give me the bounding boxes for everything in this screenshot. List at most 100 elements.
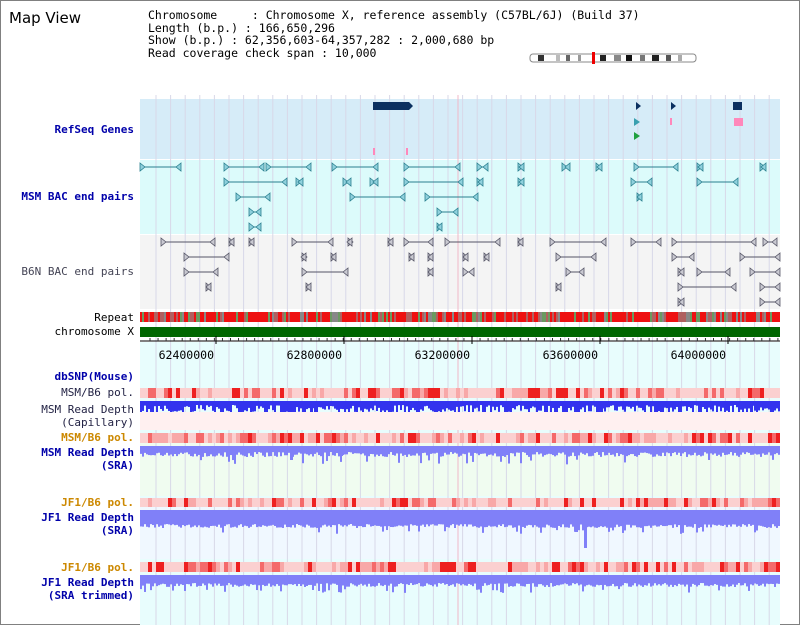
repeat-segment — [262, 312, 264, 322]
pol-cell — [480, 498, 484, 507]
bac-end-marker — [327, 237, 334, 247]
pol-cell — [668, 498, 672, 507]
repeat-segment — [348, 312, 350, 322]
repeat-segment — [310, 312, 312, 322]
repeat-segment — [214, 312, 216, 322]
depth-bar — [542, 575, 544, 586]
depth-bar — [670, 446, 672, 457]
pol-cell — [664, 498, 668, 507]
depth-bar — [732, 575, 734, 585]
bac-end-marker — [732, 177, 739, 187]
depth-bar — [498, 446, 500, 457]
depth-spike — [340, 446, 343, 456]
pol-cell — [616, 433, 620, 443]
repeat-segment — [388, 312, 390, 322]
pol-cell — [360, 433, 364, 443]
depth-bar — [280, 446, 282, 457]
pol-cell — [200, 433, 204, 443]
bac-end-marker — [462, 252, 469, 262]
repeat-segment — [296, 312, 298, 322]
repeat-segment — [186, 312, 188, 322]
pol-cell — [528, 562, 532, 572]
depth-bar — [534, 401, 536, 408]
depth-bar — [414, 510, 416, 526]
depth-bar — [142, 510, 144, 527]
depth-bar — [534, 510, 536, 526]
depth-bar — [666, 510, 668, 526]
depth-bar — [676, 446, 678, 455]
depth-bar — [386, 401, 388, 411]
depth-bar — [242, 510, 244, 527]
depth-bar — [602, 575, 604, 590]
repeat-segment — [324, 312, 326, 322]
pol-cell — [764, 562, 768, 572]
depth-bar — [308, 401, 310, 409]
depth-bar — [716, 510, 718, 526]
depth-bar — [428, 510, 430, 527]
repeat-segment — [602, 312, 604, 322]
track-label-b6n-bac[interactable]: B6N BAC end pairs — [21, 265, 134, 278]
msm-bac-track — [139, 162, 767, 232]
pol-cell — [164, 388, 168, 398]
pol-cell — [656, 388, 660, 398]
gene-feature — [671, 102, 676, 110]
repeat-track — [140, 312, 780, 322]
pol-cell — [220, 433, 224, 443]
pol-cell — [340, 498, 344, 507]
depth-bar — [392, 575, 394, 593]
repeat-segment — [660, 312, 662, 322]
depth-bar — [560, 446, 562, 454]
depth-bar — [598, 510, 600, 528]
depth-bar — [238, 401, 240, 423]
track-label-msm-bac[interactable]: MSM BAC end pairs — [21, 190, 134, 203]
depth-bar — [154, 510, 156, 528]
repeat-segment — [636, 312, 638, 322]
pol-cell — [272, 498, 276, 507]
depth-bar — [466, 575, 468, 586]
depth-bar — [178, 446, 180, 455]
track-label-msm-depth-sra: MSM Read Depth — [41, 446, 134, 459]
depth-bar — [710, 510, 712, 528]
depth-bar — [740, 401, 742, 410]
depth-bar — [642, 446, 644, 453]
depth-bar — [528, 575, 530, 584]
depth-bar — [726, 510, 728, 528]
track-label-dbsnp[interactable]: dbSNP(Mouse) — [54, 370, 134, 383]
depth-bar — [216, 575, 218, 586]
pol-cell — [408, 498, 412, 507]
repeat-segment — [464, 312, 466, 322]
pol-cell — [680, 388, 684, 398]
depth-bar — [242, 575, 244, 586]
repeat-segment — [664, 312, 666, 322]
pol-cell — [336, 562, 340, 572]
depth-bar — [480, 575, 482, 593]
pol-cell — [324, 562, 328, 572]
depth-bar — [560, 575, 562, 585]
pol-cell — [596, 388, 600, 398]
depth-bar — [282, 401, 284, 414]
repeat-segment — [504, 312, 506, 322]
pol-cell — [380, 562, 384, 572]
pol-cell — [376, 433, 380, 443]
pol-cell — [404, 498, 408, 507]
depth-bar — [242, 401, 244, 412]
pol-cell — [512, 433, 516, 443]
pol-cell — [636, 562, 640, 572]
pol-cell — [680, 498, 684, 507]
depth-bar — [296, 575, 298, 587]
pol-cell — [172, 562, 176, 572]
repeat-segment — [696, 312, 698, 322]
depth-bar — [528, 446, 530, 457]
depth-bar — [646, 446, 648, 454]
pol-cell — [652, 562, 656, 572]
pol-cell — [292, 498, 296, 507]
pol-cell — [600, 562, 604, 572]
depth-bar — [538, 446, 540, 455]
depth-bar — [228, 446, 230, 462]
track-label-refseq[interactable]: RefSeq Genes — [54, 123, 134, 136]
depth-bar — [774, 446, 776, 455]
repeat-segment — [370, 312, 372, 322]
depth-bar — [354, 446, 356, 454]
pol-cell — [268, 498, 272, 507]
